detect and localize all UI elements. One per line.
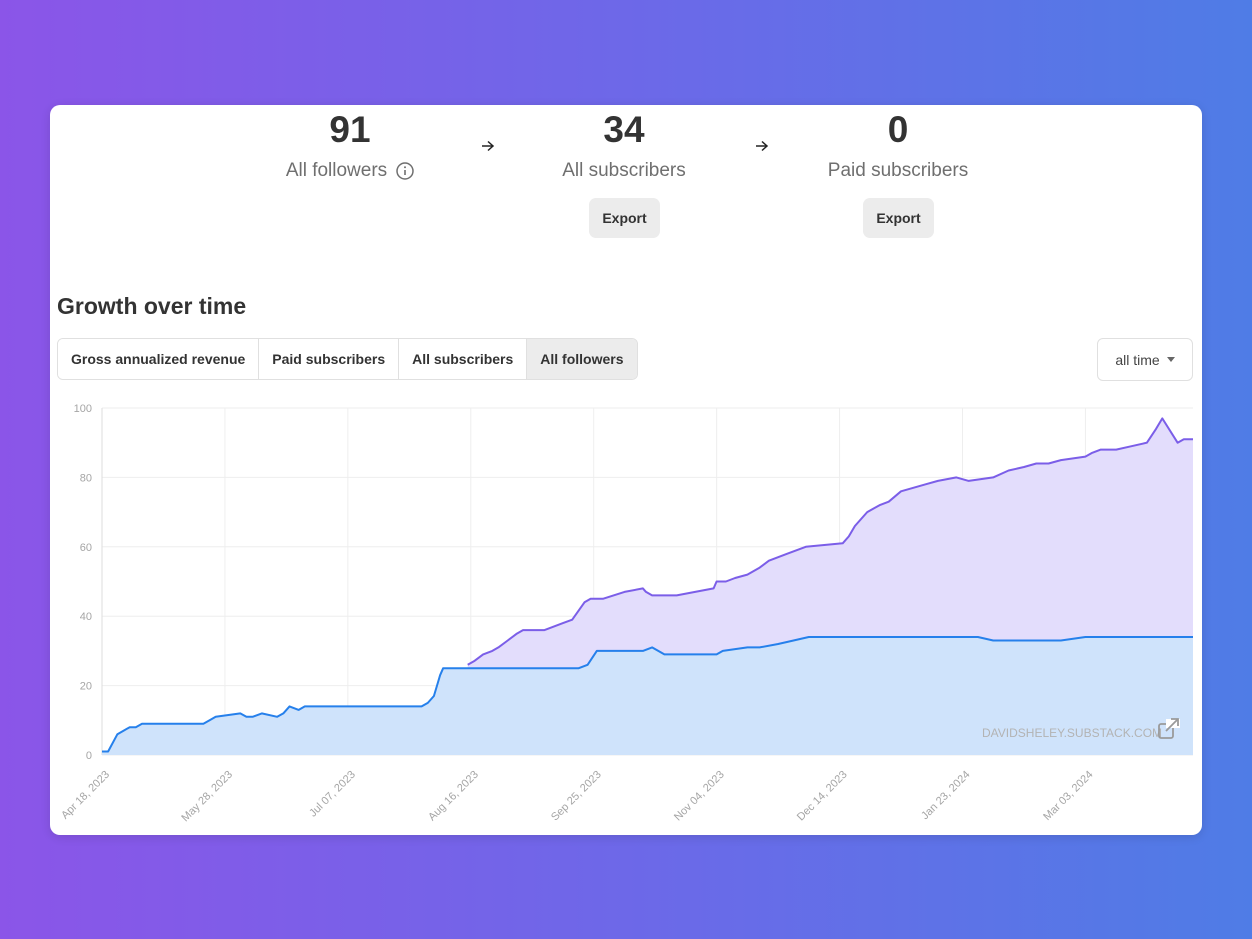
chart-areas <box>102 418 1193 755</box>
time-range-select[interactable]: all time <box>1097 338 1193 381</box>
y-axis: 0 20 40 60 80 100 <box>74 403 92 762</box>
arrow-right-icon <box>482 140 495 152</box>
x-tick-label: Jul 07, 2023 <box>307 769 358 820</box>
time-range-value: all time <box>1115 351 1160 368</box>
x-tick-label: Sep 25, 2023 <box>549 769 604 824</box>
tab-paid-subscribers[interactable]: Paid subscribers <box>259 339 400 379</box>
x-tick-label: Nov 04, 2023 <box>672 769 727 824</box>
x-tick-label: Jan 23, 2024 <box>919 769 972 822</box>
followers-line <box>467 417 1193 666</box>
stat-all-followers: 91 All followers <box>220 105 480 183</box>
x-tick-label: Mar 03, 2024 <box>1041 769 1095 823</box>
x-axis: Apr 18, 2023 May 28, 2023 Jul 07, 2023 Aug … <box>59 769 1095 825</box>
growth-chart: 0 20 40 60 80 100 Apr 18, 2023 May 28, 2023 Jul… <box>59 403 1193 825</box>
export-subscribers-button[interactable]: Export <box>589 198 660 238</box>
x-tick-label: Dec 14, 2023 <box>795 769 850 824</box>
x-tick-label: Apr 18, 2023 <box>59 769 112 822</box>
y-tick-label: 100 <box>74 403 92 415</box>
export-paid-subscribers-button[interactable]: Export <box>863 198 934 238</box>
subscribers-count: 34 <box>603 109 645 150</box>
growth-tabs: Gross annualized revenue Paid subscriber… <box>57 338 638 380</box>
arrow-right-icon <box>756 140 769 152</box>
info-icon[interactable] <box>396 162 414 180</box>
x-tick-label: Aug 16, 2023 <box>426 769 481 824</box>
y-tick-label: 40 <box>80 611 92 623</box>
caret-down-icon <box>1166 357 1175 362</box>
followers-label: All followers <box>285 160 388 181</box>
paid-subscribers-count: 0 <box>887 109 909 150</box>
paid-subscribers-label: Paid subscribers <box>827 160 969 181</box>
growth-title: Growth over time <box>57 293 247 319</box>
external-link-icon[interactable] <box>1158 718 1180 739</box>
subscribers-label: All subscribers <box>562 160 686 181</box>
chart-watermark[interactable]: DAVIDSHELEY.SUBSTACK.COM <box>982 726 1162 740</box>
followers-count: 91 <box>329 109 371 150</box>
dashboard-card: 91 All followers 34 All subscribers Expo… <box>50 105 1202 835</box>
tab-all-subscribers[interactable]: All subscribers <box>399 339 528 379</box>
tab-gross-annualized-revenue[interactable]: Gross annualized revenue <box>58 339 260 379</box>
stat-paid-subscribers: 0 Paid subscribers <box>768 105 1028 183</box>
y-tick-label: 80 <box>80 472 92 484</box>
chart-lines <box>102 417 1193 753</box>
subscribers-area <box>102 637 1193 755</box>
stat-all-subscribers: 34 All subscribers <box>494 105 754 183</box>
tab-all-followers[interactable]: All followers <box>527 339 637 379</box>
y-tick-label: 60 <box>80 542 92 554</box>
subscribers-line <box>102 636 1193 753</box>
y-tick-label: 20 <box>80 681 92 693</box>
y-tick-label: 0 <box>86 750 92 762</box>
x-tick-label: May 28, 2023 <box>179 769 235 825</box>
